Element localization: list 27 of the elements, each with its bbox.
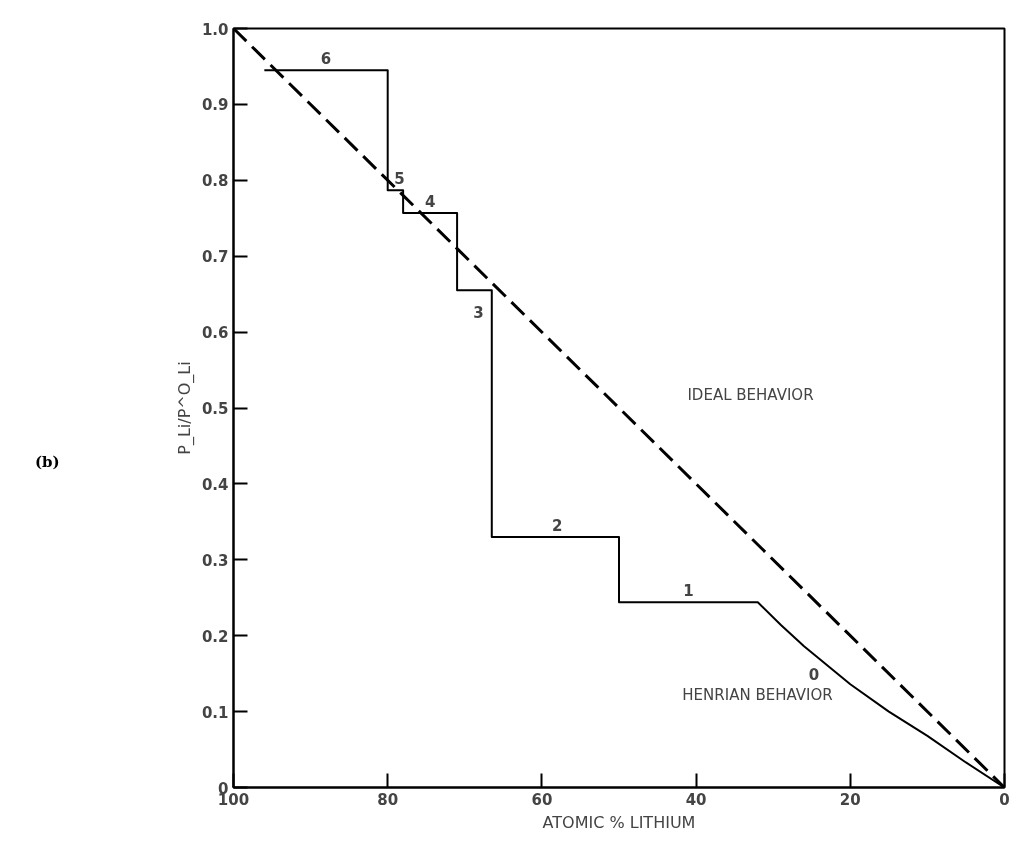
annotation: 3 [473,304,484,323]
x-tick-label: 0 [999,790,1010,809]
annotation: 0 [808,666,820,685]
y-tick-label: 0.1 [201,703,229,722]
y-tick-label: 0.4 [201,475,229,494]
y-tick-label: 0.5 [201,400,229,418]
annotation: HENRIAN BEHAVIOR [682,685,833,704]
x-axis-title: ATOMIC % LITHIUM [542,812,696,832]
y-tick-label: 0.9 [201,96,229,115]
annotation: 2 [552,517,563,536]
annotation: 1 [683,582,694,601]
annotation: 4 [424,192,436,211]
x-tick-label: 60 [531,790,553,809]
y-tick-label: 0.2 [201,627,229,646]
y-tick-label: 0.8 [201,172,229,191]
x-tick-label: 80 [377,790,399,809]
annotation: 6 [320,50,332,69]
text: (b) [35,452,60,473]
y-tick-label: 1.0 [201,20,229,39]
y-tick-label: 0.6 [201,324,229,343]
annotation: 5 [394,170,405,189]
y-tick-label: 0.3 [201,551,229,570]
annotation: IDEAL BEHAVIOR [687,385,814,404]
y-tick-label: 0.7 [201,248,229,267]
x-tick-label: 40 [685,790,707,809]
x-tick-label: 20 [839,790,861,809]
y-axis-title: P_Li/P^O_Li [174,361,195,455]
